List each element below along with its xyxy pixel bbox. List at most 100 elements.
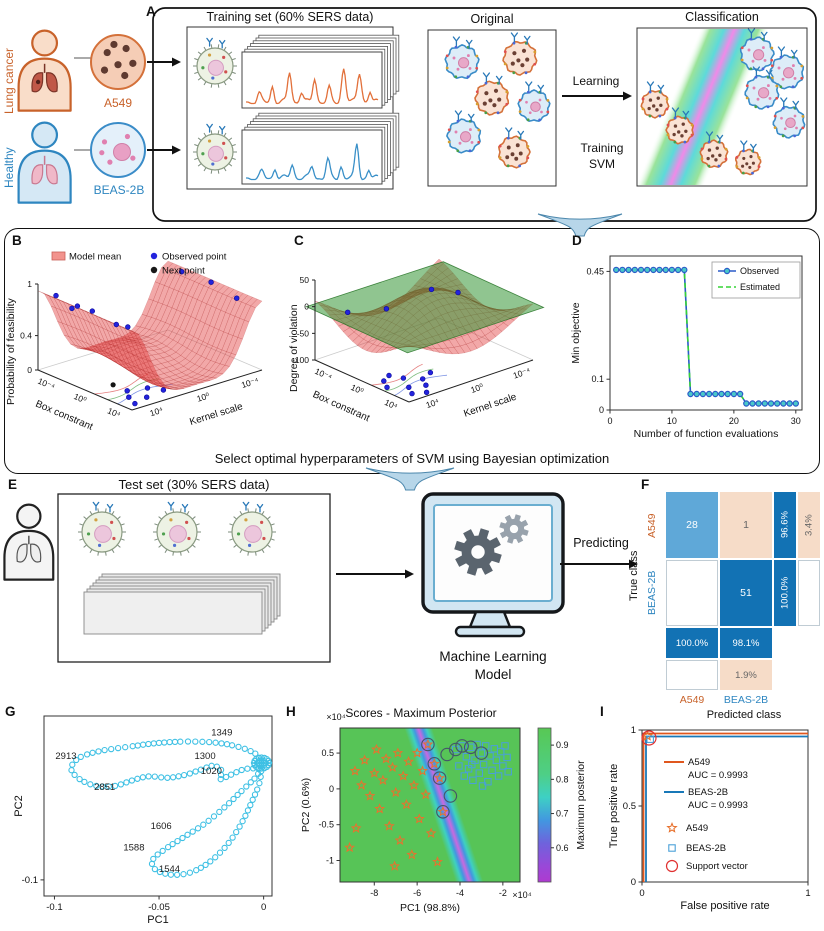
confusion-cell: 51 — [720, 560, 772, 626]
svg-text:PC1 (98.8%): PC1 (98.8%) — [400, 902, 460, 914]
a549-label: A549 — [103, 96, 133, 110]
svg-text:-0.1: -0.1 — [46, 902, 62, 913]
svg-text:0.4: 0.4 — [20, 331, 32, 341]
panel-e-graphic — [3, 467, 638, 663]
svg-text:0.6: 0.6 — [556, 843, 569, 853]
svg-text:-1: -1 — [326, 856, 334, 866]
svg-text:10⁴: 10⁴ — [383, 397, 399, 412]
svg-text:10: 10 — [667, 416, 677, 426]
svg-text:0: 0 — [261, 902, 266, 913]
svg-text:0: 0 — [599, 405, 604, 415]
confusion-cell: 28 — [666, 492, 718, 558]
svg-text:×10⁴: ×10⁴ — [326, 712, 345, 722]
healthy-label: Healthy — [2, 147, 16, 189]
svg-text:1020: 1020 — [201, 766, 222, 777]
panel-i-label: I — [600, 704, 604, 719]
svg-text:10⁰: 10⁰ — [349, 382, 365, 397]
training-set-title: Training set (60% SERS data) — [206, 10, 374, 24]
confusion-cell: 3.4% — [798, 492, 820, 558]
svg-text:Model mean: Model mean — [69, 252, 121, 263]
confusion-cell — [798, 560, 820, 626]
svg-text:1349: 1349 — [211, 727, 232, 738]
svg-text:0.5: 0.5 — [623, 801, 636, 812]
confusion-cell: 1 — [720, 492, 772, 558]
svg-text:0.45: 0.45 — [586, 266, 604, 276]
panel-g-label: G — [5, 704, 16, 719]
confusion-cell — [666, 660, 718, 690]
panel-h-title: Scores - Maximum Posterior — [345, 706, 497, 720]
svg-text:0.9: 0.9 — [556, 740, 569, 750]
panel-f-label: F — [641, 477, 650, 492]
panel-d-plot: 0 10 20 30 0.45 0.1 0 Number of function evalua… — [570, 255, 803, 440]
panel-h-plot: -8 -6 -4 -2 0.5 0 -0.5 -1 ×10⁴ ×10⁴ PC1 (98.8%) PC2… — [300, 712, 587, 914]
svg-text:Number of function evaluations: Number of function evaluations — [634, 428, 779, 440]
svg-text:Observed: Observed — [740, 266, 779, 276]
svg-text:True positive rate: True positive rate — [608, 764, 620, 849]
svg-text:Maximum posterior: Maximum posterior — [575, 760, 587, 850]
svg-text:0.1: 0.1 — [591, 374, 604, 384]
panel-c-label: C — [294, 233, 304, 248]
svg-text:Observed point: Observed point — [162, 252, 227, 263]
confusion-cell: 98.1% — [720, 628, 772, 658]
svg-text:10⁰: 10⁰ — [469, 381, 485, 395]
svg-text:-0.5: -0.5 — [318, 820, 334, 830]
svg-text:0: 0 — [639, 888, 644, 899]
lung-cancer-label: Lung cancer — [2, 47, 16, 115]
svg-text:50: 50 — [300, 275, 310, 285]
svg-text:False positive rate: False positive rate — [680, 900, 769, 912]
classification-title: Classification — [685, 10, 759, 24]
svg-text:10⁻⁴: 10⁻⁴ — [240, 375, 260, 390]
svg-text:10⁰: 10⁰ — [72, 391, 88, 405]
svg-text:×10⁴: ×10⁴ — [512, 890, 531, 900]
col-label-beas2b: BEAS-2B — [723, 694, 769, 706]
svg-text:PC2 (0.6%): PC2 (0.6%) — [300, 778, 312, 832]
svg-text:BEAS-2B: BEAS-2B — [688, 787, 728, 798]
panel-b-plot: 1 0.4 0 10⁻⁴ 10⁰ 10⁴ 10⁴ 10⁰ 10⁻⁴ Box constrant Ke… — [20, 252, 263, 433]
svg-text:BEAS-2B: BEAS-2B — [686, 843, 726, 854]
svg-text:1606: 1606 — [151, 821, 172, 832]
svg-text:10⁻⁴: 10⁻⁴ — [512, 365, 532, 380]
svg-text:20: 20 — [729, 416, 739, 426]
svg-text:Next point: Next point — [162, 266, 205, 277]
svg-text:30: 30 — [791, 416, 801, 426]
panel-a-graphic — [17, 7, 817, 237]
svg-text:A549: A549 — [688, 757, 710, 768]
svg-text:Box constrant: Box constrant — [311, 389, 372, 424]
svg-text:1: 1 — [631, 725, 636, 736]
svg-text:Estimated: Estimated — [740, 282, 780, 292]
svg-text:0: 0 — [607, 416, 612, 426]
svg-text:-0.05: -0.05 — [148, 902, 170, 913]
svg-text:0: 0 — [329, 784, 334, 794]
confusion-cell: 96.6% — [774, 492, 796, 558]
confusion-cell: 100.0% — [774, 560, 796, 626]
row-label-beas2b: BEAS-2B — [646, 570, 658, 616]
model-label: Machine Learning Model — [439, 649, 547, 682]
svg-text:1: 1 — [27, 279, 32, 289]
confusion-matrix: 28 1 51 96.6% 3.4% 100.0% 100.0% 98.1% 1.9% — [666, 492, 822, 690]
svg-text:0: 0 — [631, 877, 636, 888]
svg-text:0.5: 0.5 — [321, 748, 334, 758]
panel-b-zlabel: Probability of feasibility — [5, 298, 17, 406]
svg-text:AUC = 0.9993: AUC = 0.9993 — [688, 770, 748, 781]
panel-a-label: A — [146, 4, 156, 19]
svg-text:10⁻⁴: 10⁻⁴ — [36, 376, 56, 392]
predicting-label: Predicting — [573, 536, 629, 550]
svg-text:Min objective: Min objective — [570, 302, 582, 363]
svg-text:10⁴: 10⁴ — [106, 405, 122, 419]
svg-text:10⁰: 10⁰ — [195, 390, 211, 404]
svg-text:PC2: PC2 — [13, 795, 25, 816]
svg-text:1300: 1300 — [194, 751, 215, 762]
svg-text:-6: -6 — [413, 888, 421, 898]
svg-text:Kernel scale: Kernel scale — [462, 391, 518, 419]
panel-h-label: H — [286, 704, 296, 719]
predicted-class-label: Predicted class — [706, 709, 782, 721]
panel-c-zlabel: Degree of violation — [288, 304, 300, 392]
panel-e-label: E — [8, 477, 18, 492]
beas2b-label: BEAS-2B — [93, 183, 145, 197]
training-svm-label: Training SVM — [580, 141, 624, 172]
svg-text:1: 1 — [805, 888, 810, 899]
panel-i-plot: 0 1 0 0.5 1 False positive rate True positive … — [608, 725, 811, 912]
svg-text:-4: -4 — [456, 888, 464, 898]
svg-text:PC1: PC1 — [147, 914, 168, 926]
svg-text:0: 0 — [304, 302, 309, 312]
